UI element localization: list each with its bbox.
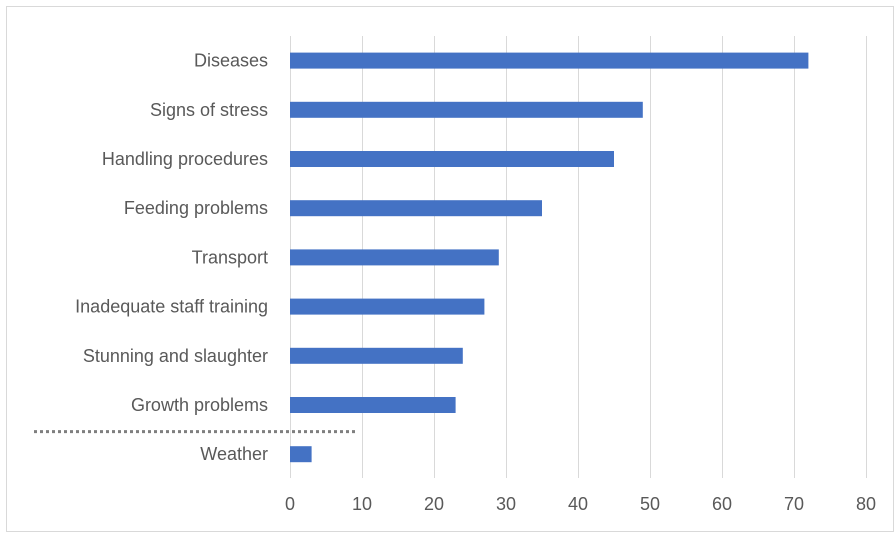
bar-feeding-problems [290,200,542,217]
x-tick-label: 20 [424,494,444,514]
x-tick-label: 10 [352,494,372,514]
category-labels: Diseases Signs of stress Handling procedur… [75,51,268,465]
bar-weather [290,446,312,463]
category-label: Diseases [194,51,268,71]
x-tick-label: 70 [784,494,804,514]
bar-diseases [290,52,809,69]
x-tick-label: 80 [856,494,876,514]
bar-signs-of-stress [290,101,643,118]
category-label: Feeding problems [124,198,268,218]
bar-handling-procedures [290,151,614,167]
x-tick-label: 40 [568,494,588,514]
x-tick-label: 50 [640,494,660,514]
bars [290,52,809,463]
x-tick-label: 30 [496,494,516,514]
chart-frame [6,6,894,532]
category-label: Transport [192,247,268,267]
category-label: Growth problems [131,395,268,415]
category-label: Weather [200,444,268,464]
category-label: Inadequate staff training [75,297,268,317]
bar-transport [290,249,499,266]
x-tick-label: 0 [285,494,295,514]
bar-stunning-and-slaughter [290,347,463,364]
x-tick-labels: 0 10 20 30 40 50 60 70 80 [285,494,876,514]
x-tick-label: 60 [712,494,732,514]
category-label: Signs of stress [150,100,268,120]
category-label: Handling procedures [102,149,268,169]
bar-growth-problems [290,397,456,413]
category-label: Stunning and slaughter [83,346,268,366]
bar-inadequate-staff-training [290,298,485,315]
